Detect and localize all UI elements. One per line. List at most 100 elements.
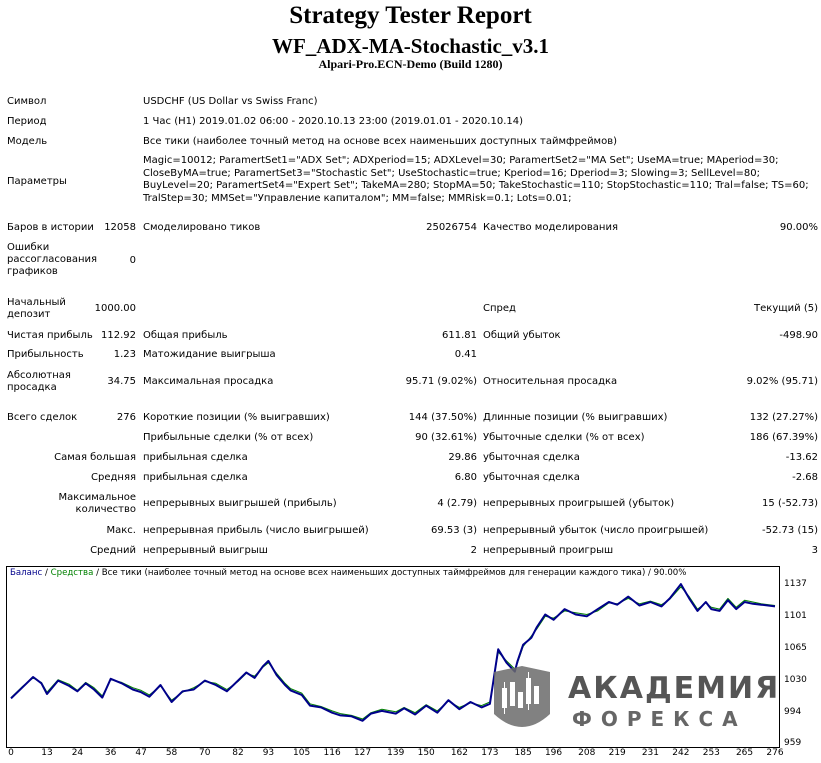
avg-label: Средний [90, 545, 136, 556]
academy-forex-logo: АКАДЕМИЯ ФОРЕКСА [494, 666, 778, 731]
x-tick-label: 196 [544, 748, 563, 758]
short-label: Короткие позиции (% выигравших) [143, 412, 330, 423]
deposit-value: 1000.00 [94, 303, 136, 314]
x-tick-label: 47 [135, 748, 147, 758]
avgcons-wins-label: непрерывный выигрыш [143, 545, 268, 556]
pf-label: Прибыльность [7, 349, 84, 360]
x-tick-label: 173 [481, 748, 499, 758]
x-tick-label: 70 [199, 748, 211, 758]
spread-label: Спред [483, 303, 516, 314]
ticks-label: Смоделировано тиков [143, 222, 261, 233]
grossloss-value: -498.90 [779, 330, 818, 341]
x-tick-label: 36 [104, 748, 117, 758]
maxcons-profit-label: непрерывная прибыль (число выигрышей) [143, 525, 369, 536]
x-tick-label: 208 [578, 748, 596, 758]
maxcons-loss-label: непрерывный убыток (число проигрышей) [483, 525, 709, 536]
absdd-label: Абсолютная просадка [7, 370, 71, 393]
x-tick-label: 82 [232, 748, 244, 758]
largest-loss-value: -13.62 [785, 452, 818, 463]
params-label: Параметры [7, 176, 67, 187]
losing-value: 186 (67.39%) [749, 432, 818, 443]
maxcons-loss-value: -52.73 (15) [762, 525, 818, 536]
grossprofit-value: 611.81 [442, 330, 477, 341]
profitable-value: 90 (32.61%) [415, 432, 477, 443]
equity-line [10, 586, 776, 720]
chart-plot [10, 583, 776, 722]
symbol-label: Символ [7, 96, 47, 107]
average-loss-value: -2.68 [792, 472, 818, 483]
quality-value: 90.00% [779, 222, 818, 233]
x-tick-label: 139 [387, 748, 405, 758]
average-label: Средняя [91, 472, 136, 483]
symbol-value: USDCHF (US Dollar vs Swiss Franc) [143, 96, 318, 107]
max-label: Макс. [106, 525, 136, 536]
x-tick-label: 58 [165, 748, 178, 758]
report-title: Strategy Tester Report [289, 2, 532, 29]
maxcons-losses-label: непрерывных проигрышей (убыток) [483, 498, 675, 509]
bars-label: Баров в истории [7, 222, 94, 233]
x-tick-label: 150 [417, 748, 435, 758]
pf-value: 1.23 [113, 349, 136, 360]
absdd-value: 34.75 [107, 376, 136, 387]
maxcons-wins-value: 4 (2.79) [437, 498, 477, 509]
errors-value: 0 [129, 255, 136, 266]
maxdd-label: Максимальная просадка [143, 376, 274, 387]
average-loss-label: убыточная сделка [483, 472, 580, 483]
legend-equity: Средства [50, 568, 94, 578]
x-tick-label: 116 [323, 748, 341, 758]
x-tick-label: 265 [735, 748, 754, 758]
x-tick-label: 185 [514, 748, 532, 758]
legend-separator: / [42, 568, 51, 578]
x-tick-label: 93 [262, 748, 275, 758]
model-label: Модель [7, 136, 48, 147]
y-tick-label: 994 [784, 706, 802, 717]
y-tick-label: 1137 [784, 579, 807, 589]
x-tick-label: 276 [766, 748, 784, 758]
balance-chart: Баланс / Средства / Все тики (наиболее т… [6, 566, 780, 748]
x-tick-label: 0 [8, 748, 14, 758]
netprofit-value: 112.92 [101, 330, 136, 341]
largest-loss-label: убыточная сделка [483, 452, 580, 463]
long-label: Длинные позиции (% выигравших) [483, 412, 668, 423]
maxcons-profit-value: 69.53 (3) [431, 525, 477, 536]
x-tick-label: 105 [293, 748, 311, 758]
grossprofit-label: Общая прибыль [143, 330, 228, 341]
logo-line2: ФОРЕКСА [572, 707, 747, 731]
expert-name: WF_ADX-MA-Stochastic_v3.1 [271, 34, 550, 58]
ticks-value: 25026754 [426, 222, 477, 233]
x-tick-label: 242 [672, 748, 690, 758]
y-tick-label: 1030 [784, 674, 807, 685]
spread-value: Текущий (5) [754, 303, 818, 314]
y-tick-label: 1101 [784, 611, 807, 622]
deposit-label: Начальный депозит [7, 297, 66, 320]
largest-profit-label: прибыльная сделка [143, 452, 248, 463]
expected-value: 0.41 [454, 349, 477, 360]
model-value: Все тики (наиболее точный метод на основ… [143, 136, 618, 147]
largest-profit-value: 29.86 [448, 452, 477, 463]
candlestick-shield-icon [494, 666, 550, 727]
short-value: 144 (37.50%) [408, 412, 477, 423]
x-tick-label: 253 [702, 748, 720, 758]
grossloss-label: Общий убыток [483, 330, 561, 341]
reldd-value: 9.02% (95.71) [746, 376, 818, 387]
maxcons-wins-label: непрерывных выигрышей (прибыль) [143, 498, 337, 509]
trades-value: 276 [116, 412, 136, 423]
profitable-label: Прибыльные сделки (% от всех) [143, 432, 314, 443]
x-tick-label: 127 [353, 748, 372, 758]
legend-description: / Все тики (наиболее точный метод на осн… [93, 568, 687, 578]
params-value: Magic=10012; ParamertSet1="ADX Set"; ADX… [143, 155, 809, 204]
netprofit-label: Чистая прибыль [7, 330, 93, 341]
quality-label: Качество моделирования [483, 222, 618, 233]
average-profit-label: прибыльная сделка [143, 472, 248, 483]
period-value: 1 Час (H1) 2019.01.02 06:00 - 2020.10.13… [143, 116, 523, 127]
server-build: Alpari-Pro.ECN-Demo (Build 1280) [318, 57, 503, 71]
avgcons-losses-label: непрерывный проигрыш [483, 545, 614, 556]
x-tick-label: 162 [450, 748, 469, 758]
expected-label: Матожидание выигрыша [143, 349, 276, 360]
avgcons-wins-value: 2 [470, 545, 477, 556]
period-label: Период [7, 116, 47, 127]
bars-value: 12058 [104, 222, 136, 233]
reldd-label: Относительная просадка [483, 376, 618, 387]
y-tick-label: 1065 [784, 643, 807, 654]
trades-label: Всего сделок [7, 412, 78, 423]
